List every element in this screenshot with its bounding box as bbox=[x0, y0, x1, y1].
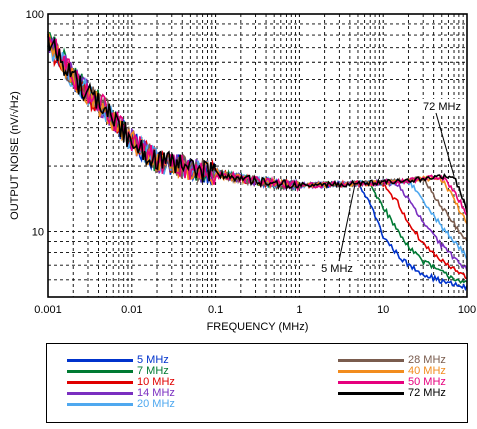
grid bbox=[48, 14, 467, 297]
plot-frame bbox=[47, 13, 468, 298]
legend-label: 7 MHz bbox=[137, 365, 169, 377]
annotation-leader bbox=[435, 112, 455, 177]
noise-chart: 72 MHz 5 MHz 0.001 0.01 0.1 1 10 100 100 10 FREQ… bbox=[9, 9, 477, 333]
y-axis-label: OUTPUT NOISE (nV/√Hz) bbox=[9, 91, 21, 220]
legend-item: 40 MHz bbox=[338, 365, 446, 377]
legend-label: 28 MHz bbox=[408, 354, 446, 366]
x-tick-label: 0.1 bbox=[208, 304, 223, 316]
y-tick-label: 10 bbox=[32, 227, 44, 239]
x-axis-label: FREQUENCY (MHz) bbox=[207, 321, 309, 333]
annotations: 72 MHz 5 MHz bbox=[315, 99, 466, 275]
series-line-28-mhz bbox=[47, 35, 468, 242]
legend-label: 50 MHz bbox=[408, 376, 446, 388]
annotation-bg bbox=[418, 99, 466, 113]
annotation-label: 5 MHz bbox=[321, 263, 353, 275]
legend-item: 50 MHz bbox=[338, 376, 446, 388]
x-tick-label: 10 bbox=[377, 304, 389, 316]
annotation-label: 72 MHz bbox=[423, 101, 461, 113]
legend-label: 40 MHz bbox=[408, 365, 446, 377]
legend-swatch bbox=[338, 358, 404, 362]
legend-label: 5 MHz bbox=[137, 354, 169, 366]
legend-label: 20 MHz bbox=[137, 398, 175, 410]
legend-item: 14 MHz bbox=[67, 387, 175, 399]
legend-swatch bbox=[67, 402, 133, 406]
legend-item: 5 MHz bbox=[67, 354, 169, 366]
legend: 5 MHz 7 MHz 10 MHz 14 MHz 20 MHz 28 MHz 40 MHz… bbox=[46, 343, 468, 423]
y-tick-label: 100 bbox=[26, 9, 44, 21]
series-line-10-mhz bbox=[47, 44, 468, 279]
legend-label: 72 MHz bbox=[408, 387, 446, 399]
x-tick-label: 0.01 bbox=[121, 304, 142, 316]
legend-swatch bbox=[67, 369, 133, 373]
legend-swatch bbox=[67, 380, 133, 384]
series-line-50-mhz bbox=[47, 36, 468, 216]
legend-item: 7 MHz bbox=[67, 365, 169, 377]
series-line-14-mhz bbox=[47, 31, 468, 271]
series-line-5-mhz bbox=[47, 35, 468, 292]
x-tick-label: 0.001 bbox=[34, 304, 62, 316]
annotation-bg bbox=[315, 261, 359, 275]
legend-label: 14 MHz bbox=[137, 387, 175, 399]
legend-label: 10 MHz bbox=[137, 376, 175, 388]
series-layer bbox=[47, 31, 468, 292]
legend-swatch bbox=[67, 358, 133, 362]
legend-swatch bbox=[67, 391, 133, 395]
legend-item: 72 MHz bbox=[338, 387, 446, 399]
legend-swatch bbox=[338, 380, 404, 384]
series-line-7-mhz bbox=[47, 31, 468, 284]
x-tick-label: 100 bbox=[458, 304, 476, 316]
series-line-20-mhz bbox=[47, 37, 468, 261]
legend-swatch bbox=[338, 369, 404, 373]
legend-item: 20 MHz bbox=[67, 398, 175, 410]
annotation-leader bbox=[338, 184, 356, 262]
legend-item: 28 MHz bbox=[338, 354, 446, 366]
legend-item: 10 MHz bbox=[67, 376, 175, 388]
series-line-72-mhz bbox=[47, 34, 468, 213]
x-tick-label: 1 bbox=[296, 304, 302, 316]
legend-swatch bbox=[338, 391, 404, 395]
tick-labels: 0.001 0.01 0.1 1 10 100 100 10 bbox=[26, 9, 477, 316]
